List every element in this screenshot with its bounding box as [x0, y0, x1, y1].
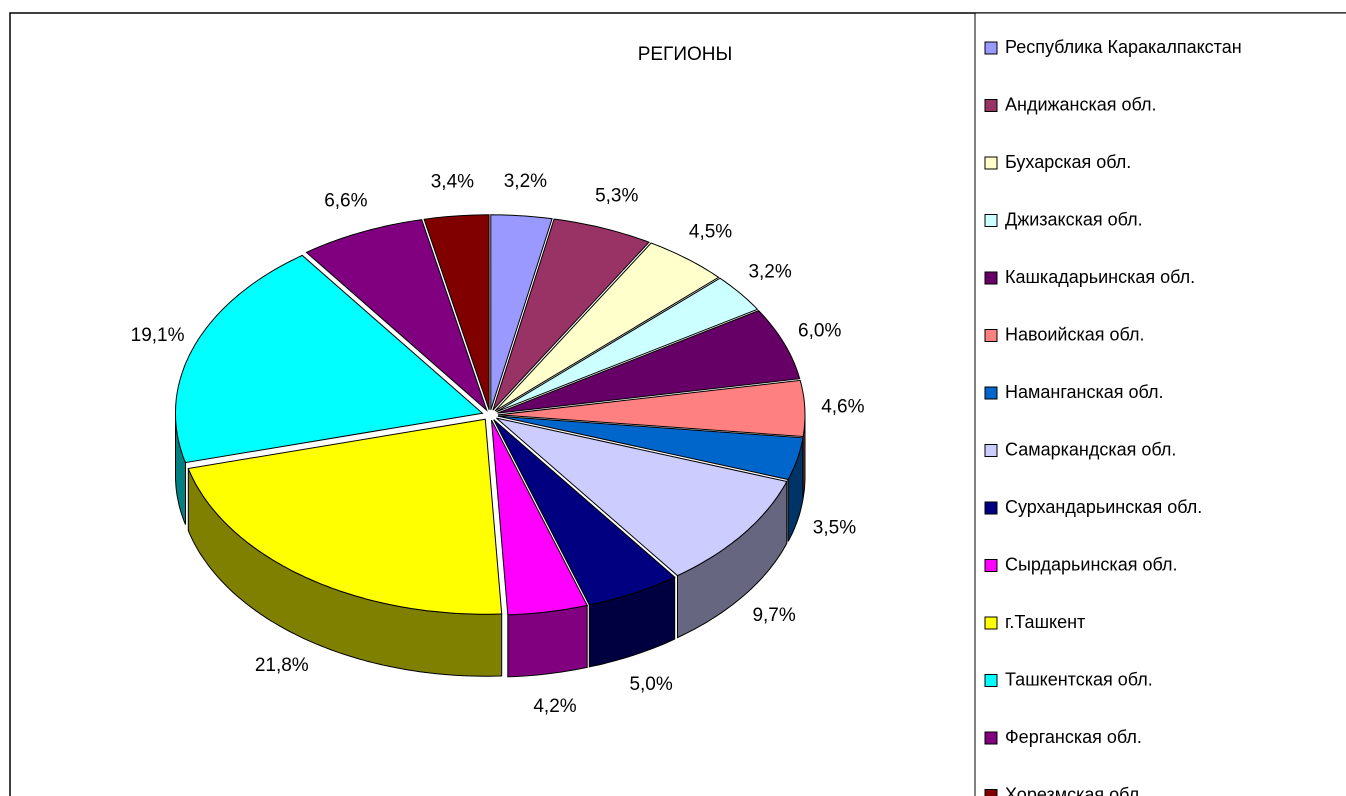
pie-slice — [496, 417, 788, 577]
data-label: 19,1% — [131, 325, 185, 346]
legend-swatch — [984, 789, 998, 796]
pie-slice — [490, 214, 553, 410]
legend-label: Кашкадарьинская обл. — [1005, 267, 1195, 287]
legend-label: Андижанская обл. — [1005, 94, 1157, 114]
labels: 3,2% 5,3% 4,5% 3,2% 6,0% 4,6% 3,5% 9,7% 5,0% 4,2%… — [131, 171, 865, 717]
pie-slice — [493, 419, 676, 606]
data-label: 3,2% — [748, 262, 791, 283]
data-label: 3,2% — [504, 171, 547, 192]
legend-label: Ташкентская обл. — [1005, 669, 1153, 689]
legend-label: Сурхандарьинская обл. — [1005, 497, 1202, 517]
legend-label: Республика Каракалпакстан — [1005, 37, 1242, 57]
legend-label: Хорезмская обл. — [1005, 784, 1144, 796]
legend-label: Навоийская обл. — [1005, 324, 1145, 344]
data-label: 6,0% — [798, 320, 841, 341]
data-label: 6,6% — [324, 190, 367, 211]
legend-swatch — [984, 41, 998, 55]
legend-label: Ферганская обл. — [1005, 727, 1142, 747]
data-label: 5,3% — [595, 186, 638, 207]
pie-slice — [175, 254, 484, 464]
legend-label: Наманганская обл. — [1005, 382, 1164, 402]
pie-slice — [423, 214, 490, 410]
legend-box — [974, 12, 1346, 796]
legend-swatch — [984, 616, 998, 630]
pie-slice — [494, 242, 720, 412]
chart-title: РЕГИОНЫ — [638, 44, 733, 65]
pie-slice — [496, 277, 759, 413]
legend-swatch — [984, 271, 998, 285]
data-label: 4,5% — [689, 221, 732, 242]
legend-swatch — [984, 386, 998, 400]
data-label: 9,7% — [752, 605, 795, 626]
legend-swatch — [984, 214, 998, 227]
legend-label: Самаркандская обл. — [1005, 439, 1176, 459]
legend-label: Сырдарьинская обл. — [1005, 554, 1177, 574]
data-label: 21,8% — [255, 655, 309, 676]
pie-tops — [175, 214, 806, 616]
data-label: 4,6% — [821, 396, 864, 417]
legend-swatch — [984, 674, 998, 687]
pie-slice — [492, 218, 650, 411]
pie-slice — [490, 419, 588, 616]
legend-label: Бухарская обл. — [1005, 152, 1131, 172]
legend-label: Джизакская обл. — [1005, 209, 1143, 229]
legend-swatch — [984, 444, 998, 457]
legend-swatch — [984, 329, 998, 342]
data-label: 5,0% — [629, 674, 672, 695]
pie-slice — [187, 418, 503, 615]
pie-slice — [497, 310, 801, 414]
legend-label: г.Ташкент — [1005, 612, 1085, 632]
data-label: 3,5% — [813, 517, 856, 538]
legend-swatch — [984, 501, 998, 515]
legend-swatch — [984, 731, 998, 745]
legend-swatch — [984, 99, 998, 112]
legend: Республика Каракалпакстан Андижанская обл… — [984, 37, 1242, 796]
data-label: 4,2% — [533, 696, 576, 717]
legend-swatch — [984, 559, 998, 572]
legend-swatch — [984, 156, 998, 170]
pie-sides — [175, 413, 806, 678]
pie-slice — [305, 219, 488, 412]
data-label: 3,4% — [431, 171, 474, 192]
pie-side — [507, 604, 588, 678]
pie-slice — [497, 415, 804, 481]
pie-slice — [497, 379, 806, 438]
